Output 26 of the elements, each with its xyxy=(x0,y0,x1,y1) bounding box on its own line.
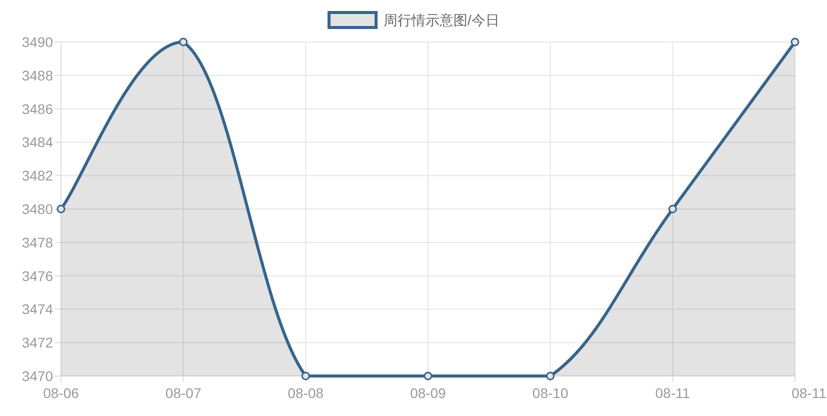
legend-label: 周行情示意图/今日 xyxy=(384,12,500,28)
x-tick-label: 08-08 xyxy=(288,385,324,401)
y-tick-label: 3488 xyxy=(22,67,54,84)
point xyxy=(301,372,310,380)
point xyxy=(424,372,432,380)
point xyxy=(546,372,555,380)
point xyxy=(790,38,800,46)
y-tick-label: 3470 xyxy=(22,368,54,384)
y-tick-label: 3486 xyxy=(22,100,54,117)
x-tick-label: 08-06 xyxy=(43,385,80,401)
y-tick-label: 3474 xyxy=(22,301,54,318)
y-tick-label: 3480 xyxy=(22,201,54,217)
x-tick-label: 08-11 xyxy=(792,385,827,401)
x-tick-label: 08-09 xyxy=(410,385,446,401)
y-tick-label: 3478 xyxy=(22,234,54,250)
x-tick-label: 08-10 xyxy=(532,385,568,401)
point xyxy=(56,204,66,214)
point xyxy=(668,204,677,214)
y-tick-label: 3476 xyxy=(22,268,54,284)
x-tick-label: 08-07 xyxy=(165,385,202,401)
y-tick-label: 3472 xyxy=(22,334,54,351)
y-tick-label: 3482 xyxy=(22,168,54,184)
y-tick-label: 3484 xyxy=(22,134,54,150)
point xyxy=(179,38,188,46)
x-tick-label: 08-11 xyxy=(655,385,690,401)
y-tick-label: 3490 xyxy=(22,34,54,50)
